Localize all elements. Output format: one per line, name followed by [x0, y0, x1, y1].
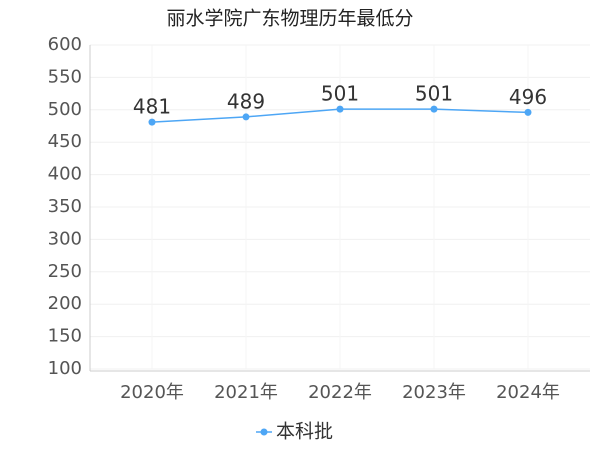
- y-tick-label: 300: [48, 228, 82, 249]
- chart-title: 丽水学院广东物理历年最低分: [166, 8, 413, 30]
- data-point: [242, 113, 250, 121]
- data-label: 481: [133, 95, 171, 119]
- y-tick-label: 200: [48, 293, 82, 314]
- y-tick-label: 400: [48, 164, 82, 185]
- data-point: [524, 108, 532, 116]
- x-tick-label: 2021年: [214, 382, 278, 403]
- y-tick-label: 500: [48, 99, 82, 120]
- data-label: 496: [509, 85, 547, 109]
- y-tick-label: 150: [48, 326, 82, 347]
- x-tick-label: 2022年: [308, 382, 372, 403]
- y-tick-label: 550: [48, 66, 82, 87]
- x-tick-label: 2024年: [496, 382, 560, 403]
- data-point: [336, 105, 344, 113]
- y-tick-label: 100: [48, 358, 82, 379]
- data-label: 489: [227, 89, 265, 113]
- y-tick-label: 350: [48, 196, 82, 217]
- data-label: 501: [321, 82, 359, 106]
- y-tick-label: 250: [48, 261, 82, 282]
- y-tick-label: 600: [48, 34, 82, 55]
- legend-marker: [260, 428, 268, 436]
- x-tick-label: 2023年: [402, 382, 466, 403]
- legend-label: 本科批: [276, 421, 333, 443]
- x-tick-label: 2020年: [120, 382, 184, 403]
- data-point: [148, 118, 156, 126]
- y-tick-label: 450: [48, 131, 82, 152]
- data-label: 501: [415, 82, 453, 106]
- data-point: [430, 105, 438, 113]
